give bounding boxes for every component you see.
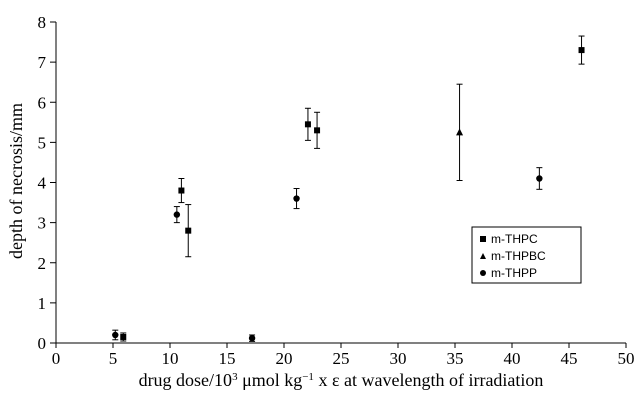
y-axis-title: depth of necrosis/mm <box>6 103 26 259</box>
series-m-thpc <box>120 36 584 341</box>
data-point-circle <box>293 195 299 201</box>
data-point-circle <box>536 175 542 181</box>
chart-marks <box>112 36 584 341</box>
legend: m-THPC m-THPBC m-THPP <box>472 227 581 283</box>
data-point-square <box>120 334 126 340</box>
y-tick-label: 7 <box>38 53 47 72</box>
x-tick-label: 40 <box>504 349 521 368</box>
y-tick-label: 4 <box>38 174 47 193</box>
x-tick-label: 25 <box>333 349 350 368</box>
x-tick-label: 50 <box>618 349 635 368</box>
legend-label-m-thpc: m-THPC <box>491 232 538 246</box>
x-tick-label: 35 <box>447 349 464 368</box>
x-tick-label: 30 <box>390 349 407 368</box>
x-tick-label: 5 <box>109 349 118 368</box>
y-tick-label: 2 <box>38 254 47 273</box>
y-tick-label: 0 <box>38 334 47 353</box>
y-tick-label: 1 <box>38 294 47 313</box>
series-m-thpbc <box>456 84 463 180</box>
data-point-square <box>314 127 320 133</box>
legend-square-marker <box>480 236 486 242</box>
data-point-square <box>305 121 311 127</box>
y-axis: 0 1 2 3 4 5 6 7 8 <box>38 13 57 353</box>
x-tick-label: 15 <box>219 349 236 368</box>
legend-label-m-thpp: m-THPP <box>491 266 537 280</box>
data-point-triangle <box>456 128 463 135</box>
x-tick-label: 20 <box>276 349 293 368</box>
data-point-circle <box>249 335 255 341</box>
data-point-square <box>178 188 184 194</box>
x-tick-label: 45 <box>561 349 578 368</box>
x-axis-title: drug dose/103 μmol kg−1 x ε at wavelengt… <box>139 370 544 390</box>
data-point-square <box>579 47 585 53</box>
y-tick-label: 6 <box>38 93 47 112</box>
x-tick-label: 10 <box>162 349 179 368</box>
data-point-square <box>185 228 191 234</box>
data-point-circle <box>174 211 180 217</box>
y-tick-label: 5 <box>38 133 47 152</box>
legend-label-m-thpbc: m-THPBC <box>491 249 546 263</box>
x-axis: 0 5 10 15 20 25 30 35 40 45 50 <box>52 343 635 368</box>
y-tick-label: 8 <box>38 13 47 32</box>
x-tick-label: 0 <box>52 349 61 368</box>
y-tick-label: 3 <box>38 214 47 233</box>
data-point-circle <box>112 332 118 338</box>
legend-circle-marker <box>480 270 486 276</box>
